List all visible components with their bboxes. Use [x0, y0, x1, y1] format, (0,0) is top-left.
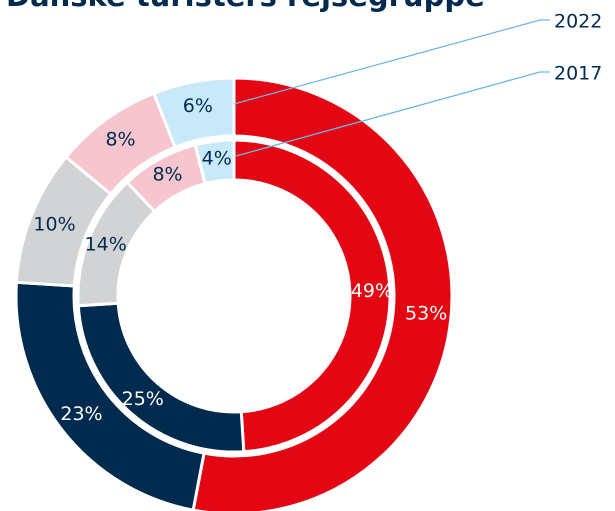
data-label: 6%: [183, 95, 213, 117]
data-label: 8%: [105, 128, 135, 150]
chart-title: Danske turisters rejsegruppe: [6, 0, 485, 13]
data-label: 14%: [85, 234, 127, 256]
series-label: 2017: [554, 63, 602, 85]
data-label: 23%: [60, 403, 102, 425]
data-label: 25%: [122, 388, 164, 410]
data-label: 10%: [33, 213, 75, 235]
data-label: 49%: [351, 280, 393, 302]
series-label: 2022: [554, 11, 602, 33]
data-label: 4%: [202, 148, 232, 170]
donut-segment: [191, 76, 454, 511]
data-label: 53%: [405, 303, 447, 325]
leader-line: [235, 71, 550, 157]
leader-line: [233, 19, 550, 105]
donut-segment: [193, 138, 236, 186]
data-label: 8%: [152, 164, 182, 186]
donut-segment: [151, 76, 236, 150]
donut-segment: [232, 138, 392, 454]
